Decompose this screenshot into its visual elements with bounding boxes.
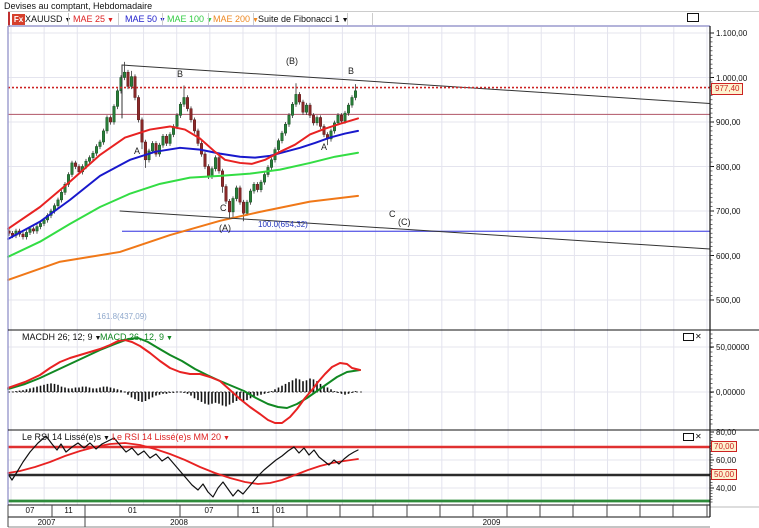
rsi-indicator-label[interactable]: Le RSI 14 Lissé(e)s ▼: [22, 432, 110, 442]
macd-axis-label: 0,00000: [716, 388, 745, 397]
elliott-wave-label: (C): [398, 217, 411, 227]
toolbar-separator: [118, 13, 119, 25]
macd-indicator-label[interactable]: MACDH 26; 12; 9 ▼: [22, 332, 101, 342]
rsi-axis-label: 40,00: [716, 484, 737, 493]
rsi-axis-label: 80,00: [716, 428, 737, 437]
toolbar-separator: [253, 13, 254, 25]
xaxis-month-label: 07: [204, 506, 214, 515]
price-axis-label: 600,00: [716, 251, 741, 261]
toolbar-item-mae-200[interactable]: MAE 200 ▼: [213, 14, 259, 24]
current-price-tag: 977,40: [711, 83, 744, 95]
price-axis-label: 1.100,00: [716, 29, 748, 38]
chevron-down-icon: ▼: [166, 335, 173, 342]
macd-ma-label-text: MACD 26, 12, 9: [100, 332, 165, 342]
macd-axis-label: 50,00000: [716, 343, 750, 352]
toolbar-item-mae-100[interactable]: MAE 100 ▼: [167, 14, 213, 24]
toolbar-accent: [8, 12, 10, 27]
main-chart-panel[interactable]: [8, 26, 710, 330]
toolbar-item-label: MAE 200: [213, 14, 251, 24]
chevron-down-icon: ▼: [206, 17, 213, 24]
elliott-wave-label: (B): [286, 56, 298, 66]
toolbar-separator: [372, 13, 373, 25]
toolbar-item-label: Suite de Fibonacci 1: [258, 14, 340, 24]
xaxis-month-label: 01: [276, 506, 285, 515]
chevron-down-icon: ▼: [107, 17, 114, 24]
xaxis-month-label: 11: [64, 506, 73, 515]
rsi-label-text: Le RSI 14 Lissé(e)s: [22, 432, 102, 442]
toolbar-item-label: MAE 100: [167, 14, 205, 24]
price-axis-label: 1.000,00: [716, 73, 748, 83]
elliott-wave-label: A: [321, 142, 328, 152]
rsi-level-tag: 70,00: [711, 441, 738, 452]
toolbar-separator: [68, 13, 69, 25]
price-axis-label: 800,00: [716, 162, 741, 172]
fibonacci-level-label: 161.8(437,09): [97, 312, 147, 321]
fibonacci-level-label: 100.0(654,32): [258, 220, 308, 229]
elliott-wave-label: A: [134, 146, 141, 156]
chevron-down-icon: ▼: [103, 435, 110, 442]
price-axis-label: 900,00: [716, 118, 741, 127]
toolbar: Fx XAUUSD▼MAE 25▼MAE 50▼MAE 100▼MAE 200▼…: [8, 11, 759, 27]
macd-panel[interactable]: [8, 330, 710, 430]
xaxis-month-label: 01: [128, 506, 137, 515]
toolbar-item-mae-50[interactable]: MAE 50▼: [125, 14, 166, 24]
fx-icon: Fx: [12, 14, 25, 25]
chevron-down-icon: ▼: [252, 17, 259, 24]
elliott-wave-label: C: [389, 209, 396, 219]
toolbar-separator: [162, 13, 163, 25]
chevron-down-icon: ▼: [94, 335, 102, 342]
xaxis-year-label: 2007: [37, 518, 56, 527]
rsi-level-tag: 50,00: [711, 469, 738, 480]
elliott-wave-label: (A): [219, 223, 231, 233]
rsi-close-icon[interactable]: ✕: [695, 432, 702, 441]
toolbar-item-suite-de-fibonacci-1[interactable]: Suite de Fibonacci 1 ▼: [258, 14, 349, 24]
maximize-icon[interactable]: [687, 13, 699, 22]
macd-maximize-icon[interactable]: [683, 333, 694, 341]
elliott-wave-label: C: [220, 203, 227, 213]
rsi-ma-label[interactable]: Le RSI 14 Lissé(e)s MM 20 ▼: [112, 432, 230, 442]
rsi-axis-label: 60,00: [716, 456, 737, 465]
toolbar-separator: [208, 13, 209, 25]
toolbar-item-label: XAUUSD: [25, 14, 63, 24]
macd-ma-label[interactable]: MACD 26, 12, 9 ▼: [100, 332, 173, 342]
toolbar-separator: [347, 13, 348, 25]
toolbar-item-mae-25[interactable]: MAE 25 ▼: [73, 14, 114, 24]
chevron-down-icon: ▼: [223, 435, 230, 442]
xaxis-month-label: 11: [251, 506, 260, 515]
toolbar-item-label: MAE 50: [125, 14, 158, 24]
window-title: Devises au comptant, Hebdomadaire: [4, 1, 153, 11]
toolbar-item-label: MAE 25: [73, 14, 106, 24]
xaxis-month-label: 07: [25, 506, 35, 515]
macd-label-text: MACDH 26; 12; 9: [22, 332, 93, 342]
toolbar-item-xauusd[interactable]: XAUUSD▼: [25, 14, 71, 24]
price-axis-label: 700,00: [716, 207, 741, 216]
price-axis-label: 500,00: [716, 296, 741, 305]
macd-close-icon[interactable]: ✕: [695, 332, 702, 341]
chevron-down-icon: ▼: [65, 17, 72, 24]
xaxis-year-label: 2009: [482, 518, 501, 527]
rsi-ma-label-text: Le RSI 14 Lissé(e)s MM 20: [112, 432, 222, 442]
xaxis-year-label: 2008: [170, 518, 188, 527]
chevron-down-icon: ▼: [341, 17, 349, 24]
elliott-wave-label: B: [348, 66, 355, 76]
elliott-wave-label: B: [177, 69, 184, 79]
rsi-maximize-icon[interactable]: [683, 433, 694, 441]
